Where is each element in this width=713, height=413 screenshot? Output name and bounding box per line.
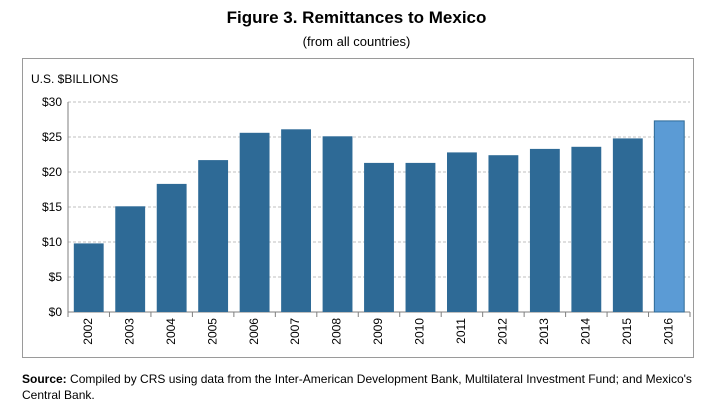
x-tick-label: 2009 (371, 318, 385, 345)
x-tick-label: 2007 (288, 318, 302, 345)
y-tick-label: $15 (42, 200, 62, 214)
bar-2015 (612, 138, 643, 312)
x-tick-label: 2006 (247, 318, 261, 345)
source-note: Source: Compiled by CRS using data from … (22, 371, 702, 403)
bar-2007 (281, 129, 311, 312)
y-tick-label: $20 (42, 165, 62, 179)
x-tick-label: 2002 (81, 318, 95, 345)
bar-2014 (571, 146, 602, 312)
chart-title: Figure 3. Remittances to Mexico (226, 8, 487, 27)
bar-2005 (198, 160, 229, 312)
x-tick-label: 2004 (164, 318, 178, 345)
x-tick-label: 2015 (620, 318, 634, 345)
bar-2013 (529, 148, 560, 312)
bar-2006 (239, 132, 270, 312)
x-tick-label: 2016 (661, 318, 675, 345)
bar-2004 (156, 183, 187, 312)
y-tick-label: $25 (42, 130, 62, 144)
bar-2002 (73, 243, 104, 312)
bar-2008 (322, 136, 353, 312)
x-tick-label: 2012 (496, 318, 510, 345)
bar-2011 (447, 152, 477, 312)
source-text: Compiled by CRS using data from the Inte… (22, 372, 692, 402)
y-tick-label: $5 (49, 270, 63, 284)
bar-2009 (364, 162, 394, 312)
x-tick-label: 2005 (205, 318, 219, 345)
x-tick-label: 2013 (537, 318, 551, 345)
y-tick-label: $10 (42, 235, 62, 249)
y-axis-label: U.S. $BILLIONS (31, 72, 118, 86)
bar-2012 (488, 155, 519, 312)
x-tick-label: 2011 (454, 318, 468, 344)
y-tick-label: $30 (42, 95, 62, 109)
bar-2003 (115, 206, 146, 312)
x-tick-label: 2008 (330, 318, 344, 345)
bar-chart: U.S. $BILLIONS $0 $5 $10 $15 $20 $25 $30 2002 200… (31, 72, 691, 345)
x-tick-label: 2003 (122, 318, 136, 345)
bar-2016 (653, 120, 685, 313)
chart-frame: U.S. $BILLIONS $0 $5 $10 $15 $20 $25 $30 2002 200… (22, 58, 694, 358)
source-label: Source: (22, 372, 67, 386)
chart-subtitle: (from all countries) (302, 34, 411, 49)
y-tick-label: $0 (49, 305, 63, 319)
bar-2010 (405, 162, 436, 312)
x-tick-label: 2014 (579, 318, 593, 345)
x-tick-label: 2010 (413, 318, 427, 345)
